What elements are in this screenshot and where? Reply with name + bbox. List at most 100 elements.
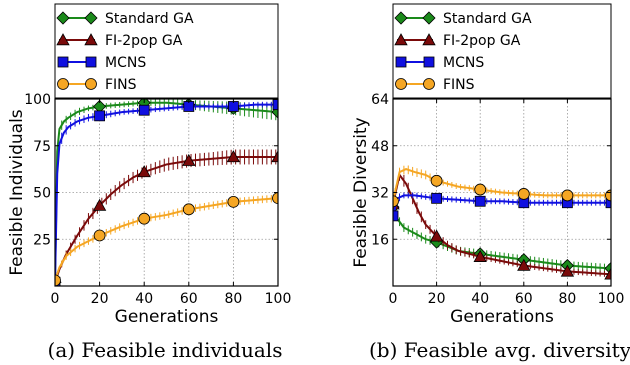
legend-label: MCNS: [443, 55, 484, 71]
data-point: [92, 198, 107, 211]
data-point: [137, 165, 151, 178]
legend-label: MCNS: [105, 55, 146, 71]
data-point: [55, 274, 61, 286]
data-point: [393, 195, 399, 208]
series-line: [393, 172, 611, 276]
x-tick-label: 80: [224, 291, 242, 307]
figure-caption: (a) Feasible individuals: [48, 338, 283, 362]
data-point: [561, 189, 574, 202]
legend-marker: [394, 33, 408, 46]
data-point: [393, 210, 399, 222]
data-point: [271, 150, 278, 163]
legend-label: Standard GA: [105, 11, 194, 27]
legend-marker: [56, 33, 70, 46]
x-tick-label: 0: [389, 291, 398, 307]
data-point: [604, 267, 611, 280]
legend-marker: [395, 56, 407, 68]
x-tick-label: 100: [265, 291, 292, 307]
legend-marker: [422, 33, 436, 46]
legend-marker: [56, 11, 70, 25]
legend-entry: Standard GA: [56, 11, 194, 27]
series-mcns: [55, 99, 278, 286]
series-line: [393, 168, 611, 202]
legend-entry: FI-2pop GA: [56, 33, 183, 49]
data-point: [138, 212, 151, 225]
y-tick-label: 16: [371, 232, 389, 248]
legend-label: FINS: [105, 77, 137, 93]
data-point: [517, 188, 530, 200]
y-axis-title: Feasible Individuals: [7, 109, 27, 275]
legend-entry: MCNS: [57, 55, 146, 71]
legend-marker: [84, 33, 98, 46]
y-tick-label: 48: [371, 139, 389, 155]
legend-marker: [423, 78, 435, 90]
data-point: [474, 183, 487, 196]
series-line: [393, 206, 611, 270]
series-line: [55, 197, 278, 281]
x-tick-label: 80: [558, 291, 576, 307]
y-axis-title: Feasible Diversity: [351, 117, 371, 267]
x-tick-label: 60: [515, 291, 533, 307]
data-point: [94, 110, 105, 122]
x-tick-label: 40: [135, 291, 153, 307]
legend-marker: [423, 56, 435, 68]
series-line: [393, 194, 611, 217]
series-fins: [55, 192, 278, 286]
data-point: [605, 197, 611, 209]
chart-panel-1: 0 20 40 60 80 100 25 50 75 100 Generations Feasible…: [7, 3, 292, 362]
legend-marker: [394, 11, 408, 25]
legend-marker: [422, 11, 436, 25]
figure-caption: (b) Feasible avg. diversity: [369, 338, 630, 362]
data-point: [226, 150, 241, 163]
data-point: [560, 264, 575, 277]
legend-label: FINS: [443, 77, 475, 93]
legend-label: FI-2pop GA: [443, 33, 521, 49]
x-tick-label: 60: [180, 291, 198, 307]
y-tick-label: 75: [33, 139, 51, 155]
legend-marker: [85, 56, 97, 68]
data-point: [272, 192, 278, 205]
legend-label: FI-2pop GA: [105, 33, 183, 49]
legend-entry: FI-2pop GA: [394, 33, 521, 49]
series-mcns: [393, 192, 611, 222]
series-line: [55, 101, 278, 283]
chart-panel-2: 0 20 40 60 80 100 16 32 48 64 Generations Feasible …: [351, 3, 630, 362]
data-point: [182, 203, 195, 216]
data-point: [430, 174, 443, 187]
legend-marker: [57, 56, 69, 68]
legend-marker: [395, 78, 407, 90]
x-tick-label: 20: [428, 291, 446, 307]
data-point: [272, 99, 278, 111]
legend-marker: [57, 78, 69, 90]
data-point: [517, 258, 531, 271]
x-axis-title: Generations: [450, 307, 554, 327]
legend-entry: FINS: [395, 77, 475, 93]
data-point: [473, 249, 487, 262]
data-point: [431, 192, 443, 204]
y-tick-label: 64: [371, 92, 389, 108]
data-point: [93, 229, 106, 242]
series-fins: [393, 165, 611, 208]
legend-entry: Standard GA: [394, 11, 532, 27]
y-tick-label: 32: [371, 186, 389, 202]
x-tick-label: 100: [598, 291, 625, 307]
data-point: [227, 195, 240, 208]
legend-marker: [85, 78, 97, 90]
y-tick-label: 100: [24, 92, 51, 108]
legend-entry: FINS: [57, 77, 137, 93]
data-point: [138, 104, 150, 116]
series-line: [55, 103, 278, 283]
data-point: [429, 229, 444, 242]
x-tick-label: 0: [51, 291, 60, 307]
x-tick-label: 40: [471, 291, 489, 307]
legend: Standard GA FI-2pop GA MCNS FINS: [54, 3, 279, 99]
series-line: [55, 155, 278, 283]
x-tick-label: 20: [91, 291, 109, 307]
data-point: [474, 195, 486, 207]
y-tick-label: 50: [33, 186, 51, 202]
legend-label: Standard GA: [443, 11, 532, 27]
y-tick-label: 25: [33, 232, 51, 248]
legend-entry: MCNS: [395, 55, 484, 71]
series-fi-2pop-ga: [55, 149, 278, 286]
